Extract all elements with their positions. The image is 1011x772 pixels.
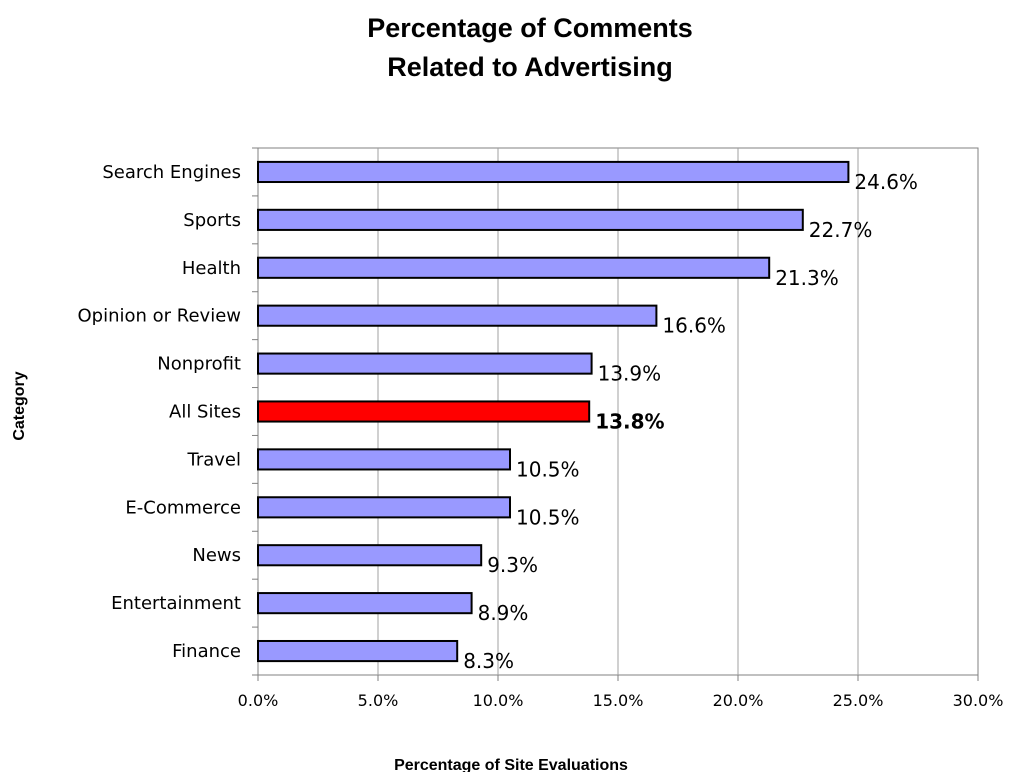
bar — [257, 592, 473, 615]
data-label: 22.7% — [809, 218, 873, 242]
data-label: 10.5% — [516, 457, 580, 481]
y-axis-title: Category — [11, 371, 28, 440]
labels: 0.0% 5.0% 10.0% 15.0% 20.0% 25.0% 30.0% Search … — [77, 162, 1003, 710]
data-label: 16.6% — [662, 314, 726, 338]
data-label: 10.5% — [516, 505, 580, 529]
x-axis-title: Percentage of Site Evaluations — [394, 757, 628, 772]
bar — [257, 448, 511, 471]
data-label: 13.9% — [598, 362, 662, 386]
bar — [257, 208, 804, 231]
x-tick-label: 25.0% — [833, 691, 884, 710]
x-tick-label: 20.0% — [713, 691, 764, 710]
bar — [257, 496, 511, 519]
bar-highlight — [257, 400, 591, 423]
x-tick-label: 30.0% — [953, 691, 1004, 710]
bar — [257, 544, 483, 567]
bar — [257, 352, 593, 375]
y-category-label: Finance — [172, 641, 241, 662]
y-category-label: Travel — [186, 449, 241, 470]
y-category-label: Opinion or Review — [77, 306, 241, 327]
data-label: 8.3% — [463, 649, 514, 673]
chart-title-line-1: Percentage of Comments — [367, 13, 693, 43]
y-category-label: Entertainment — [111, 593, 241, 614]
y-category-label: E-Commerce — [125, 497, 241, 518]
y-category-label: Sports — [183, 210, 241, 231]
bar — [257, 256, 771, 279]
bar — [257, 160, 850, 184]
data-label: 9.3% — [487, 553, 538, 577]
x-tick-label: 10.0% — [473, 691, 524, 710]
chart-title-line-2: Related to Advertising — [387, 52, 673, 82]
y-category-label: News — [192, 545, 241, 566]
data-label: 13.8% — [595, 410, 664, 434]
bar — [257, 639, 459, 663]
y-category-label: Health — [182, 258, 241, 279]
data-label: 24.6% — [854, 170, 918, 194]
x-tick-label: 0.0% — [238, 691, 279, 710]
x-tick-label: 15.0% — [593, 691, 644, 710]
x-tick-label: 5.0% — [358, 691, 399, 710]
y-category-label: Search Engines — [102, 162, 241, 183]
bars — [257, 160, 850, 663]
y-category-label: Nonprofit — [157, 354, 241, 375]
data-label: 21.3% — [775, 266, 839, 290]
y-category-label: All Sites — [169, 402, 241, 423]
data-label: 8.9% — [478, 601, 529, 625]
bar — [257, 304, 658, 327]
